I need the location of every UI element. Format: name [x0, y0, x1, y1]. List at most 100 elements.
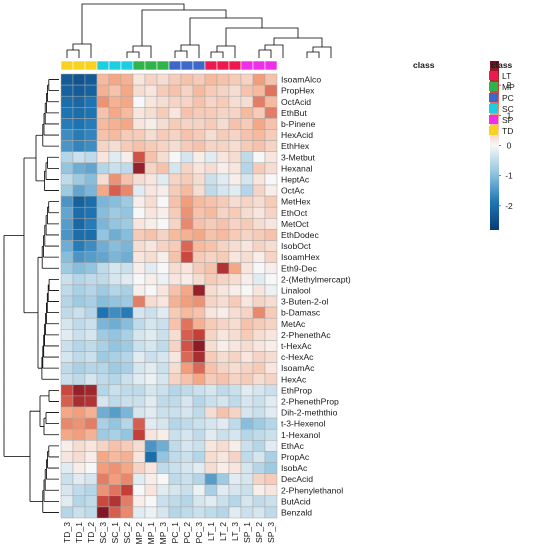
heatmap-cell	[216, 428, 230, 441]
heatmap-cell	[120, 251, 134, 263]
heatmap-cell	[216, 73, 230, 86]
heatmap-cell	[144, 395, 158, 408]
heatmap-cell	[252, 95, 266, 108]
heatmap-cell	[120, 506, 134, 519]
heatmap-cell	[168, 295, 182, 308]
heatmap-cell	[180, 351, 194, 363]
heatmap-cell	[180, 129, 194, 141]
class-annotation-cell	[144, 60, 158, 71]
row-label: Dih-2-meththio	[281, 408, 338, 418]
heatmap-cell	[228, 317, 242, 330]
heatmap-cell	[240, 129, 254, 141]
heatmap-cell	[204, 173, 218, 186]
heatmap-cell	[60, 129, 74, 141]
row-label: b-Pinene	[281, 119, 316, 129]
heatmap-cell	[108, 206, 122, 219]
heatmap-cell	[108, 495, 122, 508]
heatmap-cell	[264, 195, 278, 208]
heatmap-cell	[216, 206, 230, 219]
heatmap-cell	[96, 440, 110, 452]
heatmap-cell	[168, 473, 182, 485]
heatmap-cell	[180, 84, 194, 97]
heatmap-cell	[168, 351, 182, 363]
heatmap-cell	[72, 495, 86, 508]
heatmap-cell	[264, 251, 278, 263]
heatmap-cell	[84, 384, 98, 397]
column-label: SC_3	[98, 522, 108, 544]
heatmap-cell	[192, 129, 206, 141]
heatmap-cell	[264, 173, 278, 186]
heatmap-cell	[72, 195, 86, 208]
heatmap-cell	[120, 262, 134, 275]
column-label: SP_3	[266, 522, 276, 543]
heatmap-cell	[168, 240, 182, 252]
heatmap-cell	[144, 451, 158, 463]
heatmap-cell	[120, 173, 134, 186]
heatmap-cell	[192, 84, 206, 97]
column-label: TD_1	[74, 522, 84, 543]
heatmap-cell	[60, 340, 74, 352]
heatmap-cell	[108, 351, 122, 363]
heatmap-cell	[108, 462, 122, 474]
heatmap-cell	[72, 251, 86, 263]
heatmap-cell	[84, 229, 98, 241]
heatmap-cell	[84, 195, 98, 208]
heatmap-cell	[252, 373, 266, 386]
heatmap-cell	[72, 395, 86, 408]
heatmap-cell	[204, 284, 218, 297]
heatmap-cell	[132, 262, 146, 275]
heatmap-cell	[192, 206, 206, 219]
heatmap-cell	[228, 262, 242, 275]
heatmap-cell	[108, 306, 122, 319]
heatmap-cell	[228, 295, 242, 308]
heatmap-cell	[84, 451, 98, 463]
heatmap-cell	[72, 73, 86, 86]
heatmap-cell	[156, 273, 170, 286]
heatmap-cell	[156, 440, 170, 452]
heatmap-cell	[96, 84, 110, 97]
heatmap-cell	[240, 462, 254, 474]
class-legend-label: SC	[502, 104, 514, 114]
heatmap-cell	[132, 329, 146, 341]
heatmap-cell	[120, 273, 134, 286]
heatmap-cell	[84, 162, 98, 175]
heatmap-cell	[264, 140, 278, 152]
heatmap-cell	[156, 129, 170, 141]
heatmap-cell	[108, 384, 122, 397]
heatmap-cell	[132, 417, 146, 430]
heatmap-cell	[84, 395, 98, 408]
class-legend-label: SP	[502, 115, 514, 125]
heatmap-cell	[240, 184, 254, 197]
heatmap-cell	[168, 362, 182, 374]
heatmap-cell	[60, 406, 74, 419]
color-scale-tick-label: 0	[507, 141, 512, 151]
heatmap-cell	[72, 240, 86, 252]
column-label: LT_3	[230, 522, 240, 541]
heatmap-cell	[96, 262, 110, 275]
heatmap-cell	[156, 384, 170, 397]
heatmap-cell	[132, 95, 146, 108]
heatmap-cell	[180, 95, 194, 108]
heatmap-cell	[264, 262, 278, 275]
heatmap-cell	[204, 295, 218, 308]
heatmap-cell	[168, 218, 182, 230]
heatmap-cell	[168, 317, 182, 330]
heatmap-cell	[108, 251, 122, 263]
heatmap-cell	[240, 351, 254, 363]
heatmap-cell	[216, 118, 230, 130]
heatmap-cell	[168, 395, 182, 408]
heatmap-cell	[180, 240, 194, 252]
class-annotation-cell	[72, 60, 86, 71]
heatmap-cell	[240, 162, 254, 175]
heatmap-cell	[204, 251, 218, 263]
heatmap-cell	[168, 462, 182, 474]
heatmap-cell	[84, 495, 98, 508]
heatmap-cell	[108, 229, 122, 241]
heatmap-cell	[204, 229, 218, 241]
heatmap-cell	[252, 384, 266, 397]
heatmap-cell	[180, 462, 194, 474]
heatmap-cell	[192, 506, 206, 519]
heatmap-cell	[264, 284, 278, 297]
heatmap-cell	[228, 129, 242, 141]
